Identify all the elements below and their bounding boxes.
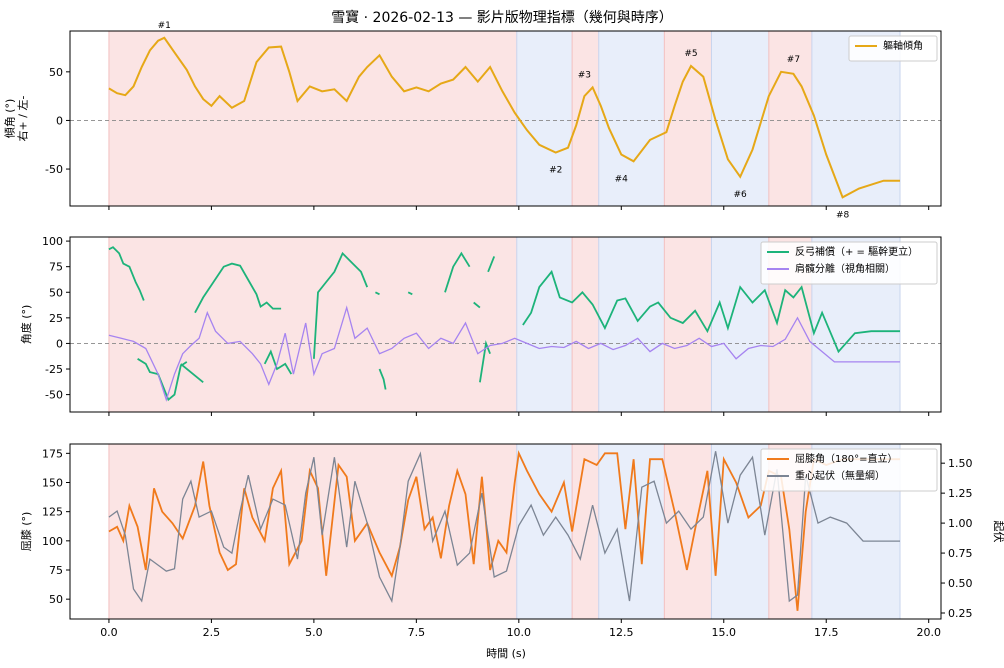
compensation-line <box>180 363 204 383</box>
compensation-line <box>473 301 481 309</box>
peak-annotation: #3 <box>578 70 591 80</box>
compensation-line <box>375 291 380 296</box>
phase-band <box>108 444 517 619</box>
phase-band <box>572 444 599 619</box>
phase-band <box>572 31 599 206</box>
compensation-line <box>137 358 188 402</box>
legend-label: 軀軸傾角 <box>883 39 923 52</box>
y-axis-label: 傾角 (°) <box>3 99 17 139</box>
peak-annotation: #4 <box>615 174 629 184</box>
x-tick-label: 10.0 <box>507 626 532 639</box>
compensation-line <box>487 256 496 273</box>
y-tick-label: 125 <box>42 506 63 519</box>
legend-label: 重心起伏（無量綱） <box>795 469 885 482</box>
peak-annotation: #6 <box>734 190 748 200</box>
y-tick-label-right: 0.50 <box>948 577 973 590</box>
y-tick-label: 75 <box>49 261 63 274</box>
peak-annotation: #7 <box>787 55 800 65</box>
phase-band <box>598 31 665 206</box>
y-tick-label: 150 <box>42 477 63 490</box>
axes-frame <box>69 236 942 413</box>
panel-knee: 1.50 1.25 1.00 0.75 0.50 0.25 起伏 175 150 125 100 75… <box>20 443 1004 639</box>
y-tick-label: 175 <box>42 447 63 460</box>
phase-band <box>768 31 812 206</box>
y-tick-label: 50 <box>49 286 63 299</box>
x-tick-label: 20.0 <box>916 626 941 639</box>
chart-title: 雪寶 · 2026-02-13 — 影片版物理指標（幾何與時序） <box>331 10 673 26</box>
x-tick-label: 12.5 <box>609 626 634 639</box>
legend-label: 屈膝角（180°=直立） <box>795 452 897 465</box>
phase-band <box>711 237 769 412</box>
phase-band <box>664 31 712 206</box>
y-tick-label: 50 <box>49 593 63 606</box>
legend-label: 反弓補償（+ = 驅幹更立） <box>795 245 918 258</box>
phase-band <box>516 237 573 412</box>
peak-annotation: #5 <box>684 49 697 59</box>
compensation-line <box>407 291 413 296</box>
y-tick-label: 50 <box>49 66 63 79</box>
x-tick-label: 2.5 <box>203 626 221 639</box>
tilt-line <box>108 36 900 199</box>
compensation-line <box>263 349 293 375</box>
y-tick-label: 100 <box>42 235 63 248</box>
com-line <box>108 451 900 604</box>
compensation-line <box>313 251 369 359</box>
y-tick-label: -25 <box>45 363 63 376</box>
separation-line <box>108 305 900 402</box>
x-axis-label: 時間 (s) <box>486 647 526 660</box>
y-axis-label-right: 起伏 <box>992 521 1004 543</box>
x-tick-label: 15.0 <box>712 626 737 639</box>
y-axis-label: 角度 (°) <box>19 305 33 345</box>
axes-frame <box>69 30 942 207</box>
y-tick-label: 100 <box>42 535 63 548</box>
legend-box <box>760 241 938 285</box>
x-tick-label: 7.5 <box>408 626 426 639</box>
y-tick-label-right: 1.00 <box>948 517 973 530</box>
compensation-line <box>444 251 471 293</box>
y-tick-label-right: 0.75 <box>948 547 973 560</box>
compensation-line <box>479 340 491 383</box>
y-tick-label-right: 1.25 <box>948 487 973 500</box>
legend-box <box>848 35 938 62</box>
phase-band <box>711 444 769 619</box>
phase-band <box>516 31 573 206</box>
y-axis-label: 屈膝 (°) <box>20 512 33 552</box>
compensation-line <box>522 269 900 354</box>
y-tick-label: -50 <box>45 163 63 176</box>
phase-band <box>598 237 665 412</box>
peak-annotation: #2 <box>549 166 562 176</box>
peak-annotation: #8 <box>836 210 850 220</box>
y-tick-label: -50 <box>45 389 63 402</box>
legend-box <box>760 448 938 492</box>
phase-band <box>664 444 712 619</box>
y-tick-label: 75 <box>49 564 63 577</box>
panel-tilt: #1 #2 #3 #4 #5 #6 #7 #8 50 0 -50 傾角 (°) 右+ / 左- 軀軸傾角 <box>3 21 942 220</box>
y-tick-label: 0 <box>56 337 63 350</box>
phase-band <box>711 31 769 206</box>
legend-label: 肩髖分離（視角相關） <box>795 262 895 275</box>
phase-band <box>516 444 573 619</box>
y-tick-label: 0 <box>56 114 63 127</box>
phase-band <box>108 31 517 206</box>
y-tick-label: 25 <box>49 312 63 325</box>
compensation-line <box>378 368 387 390</box>
panel-angles: 100 75 50 25 0 -25 -50 角度 (°) 反弓補償（+ = 驅幹更立） 肩髖分離… <box>19 235 942 416</box>
x-tick-label: 5.0 <box>305 626 323 639</box>
y-tick-label-right: 1.50 <box>948 457 973 470</box>
peak-annotation: #1 <box>158 21 171 31</box>
y-tick-label-right: 0.25 <box>948 607 973 620</box>
compensation-line <box>194 262 282 314</box>
compensation-line <box>108 246 145 301</box>
y-axis-label: 右+ / 左- <box>16 96 30 142</box>
phase-band <box>572 237 599 412</box>
x-tick-label: 0.0 <box>100 626 118 639</box>
x-tick-label: 17.5 <box>814 626 839 639</box>
knee-line <box>108 450 900 611</box>
axes-frame <box>69 443 942 620</box>
